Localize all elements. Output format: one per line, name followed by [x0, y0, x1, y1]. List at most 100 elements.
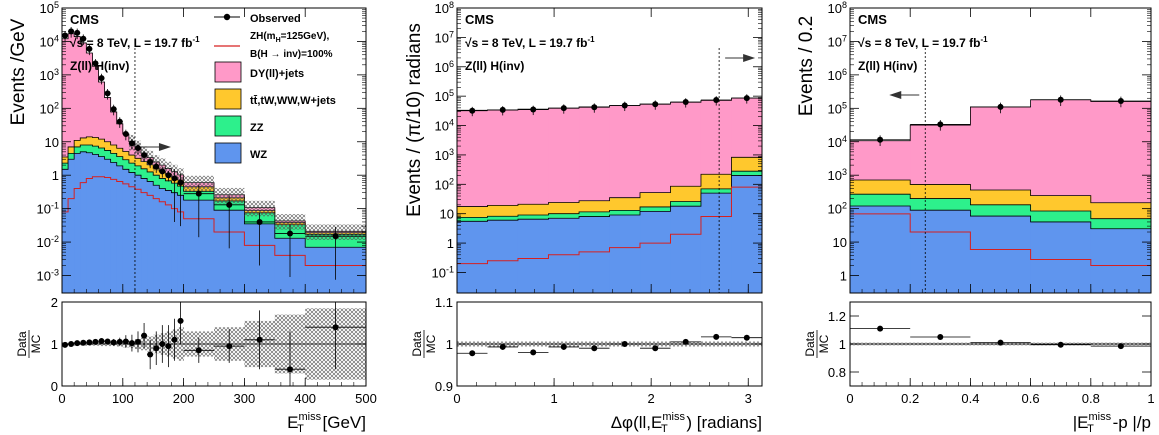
- x-tick-label: 3: [745, 391, 752, 406]
- ratio-y-title-num: Data: [15, 331, 29, 357]
- plot-area: [850, 48, 1151, 293]
- y-axis: 1 10 102 103 104 105 106 107 108: [828, 0, 1151, 284]
- energy-label: √s = 8 TeV, L = 19.7 fb-1: [465, 35, 595, 50]
- stack-bar-wz: [74, 153, 81, 293]
- y-tick-label: 10-1: [432, 264, 454, 280]
- observed-point: [682, 99, 689, 106]
- observed-point: [135, 145, 141, 152]
- cut-arrowhead: [743, 54, 756, 62]
- cms-label: CMS: [70, 12, 99, 27]
- stack-bar-wz: [700, 193, 732, 293]
- ratio-point: [621, 341, 628, 347]
- y-tick-label: 102: [40, 100, 59, 116]
- legend-observed-label: Observed: [250, 13, 301, 25]
- stack-bar-wz: [134, 175, 142, 293]
- x-tick-label: 0: [846, 391, 853, 406]
- y-tick-label: 10-3: [37, 268, 59, 284]
- observed-point: [332, 233, 339, 240]
- observed-point: [195, 190, 202, 197]
- ratio-plot-area: [457, 333, 762, 357]
- y-tick-label: 104: [828, 134, 847, 150]
- observed-point: [80, 35, 87, 42]
- y-tick-label: 1: [840, 269, 847, 284]
- ratio-plot-area: [62, 302, 366, 386]
- y-tick-label: 10: [440, 207, 454, 222]
- stack-bar-wz: [68, 159, 75, 293]
- x-axis-title: Δφ(ll,Emiss T ) [radians]: [611, 411, 762, 435]
- signal-line: [62, 176, 366, 266]
- observed-point: [86, 45, 93, 52]
- observed-point: [713, 96, 720, 103]
- stack-bar-wz: [171, 192, 179, 293]
- legend-signal-label: ZH(mH=125GeV),: [250, 31, 329, 44]
- observed-point: [128, 140, 135, 147]
- mc-uncertainty-band: [244, 200, 275, 217]
- ratio-plot-area: [850, 325, 1151, 350]
- y-tick-label: 105: [40, 0, 59, 16]
- ratio-point: [165, 343, 172, 350]
- x-tick-label: 100: [112, 391, 134, 406]
- stack-outline: [457, 175, 762, 222]
- y-tick-label: 1: [447, 236, 454, 251]
- channel-label: Z(ll) H(inv): [70, 59, 129, 73]
- observed-point: [1117, 98, 1124, 105]
- legend-swatch-dy: [214, 61, 242, 83]
- observed-point: [62, 32, 69, 39]
- stack-outline: [850, 193, 1151, 220]
- ratio-panel: 0.9 1 1.1 Data MC 0 1 2 3: [410, 8, 763, 406]
- observed-point: [122, 131, 129, 138]
- ratio-point: [682, 338, 689, 345]
- ratio-y-title-num: Data: [410, 331, 424, 357]
- observed-point: [74, 29, 81, 36]
- x-tick-label: 1: [1147, 391, 1154, 406]
- stack-bar-wz: [850, 205, 911, 293]
- ratio-point: [104, 338, 111, 345]
- ratio-point: [74, 340, 81, 347]
- ratio-panel: 0 1 2 Data MC 0 100 200 300 400 500: [15, 8, 377, 406]
- ratio-point: [997, 339, 1004, 346]
- main-frame: [61, 7, 367, 294]
- observed-point: [560, 105, 567, 112]
- observed-point: [469, 107, 476, 114]
- ratio-point: [153, 345, 160, 352]
- plot-area: [62, 27, 366, 293]
- energy-label: √s = 8 TeV, L = 19.7 fb-1: [858, 35, 988, 50]
- legend: Observed ZH(mH=125GeV), B(H → inv)=100% DY(…: [214, 13, 336, 164]
- ratio-y-tick-label: 1.1: [435, 295, 453, 310]
- y-tick-label: 10-1: [37, 201, 59, 217]
- stack-bar-wz: [80, 151, 87, 293]
- y-axis: 10-1 1 10 102 103 104 105 106 107 108: [432, 0, 762, 280]
- cms-label: CMS: [465, 12, 494, 27]
- ratio-point: [1117, 343, 1124, 350]
- y-tick-label: 108: [828, 0, 847, 16]
- y-tick-label: 104: [40, 33, 59, 49]
- ratio-point: [116, 338, 123, 345]
- stack-outline: [457, 170, 762, 218]
- ratio-point: [226, 343, 233, 350]
- stack-bar-wz: [670, 206, 702, 293]
- channel-label: Z(ll) H(inv): [465, 59, 524, 73]
- stack-bar-wz: [579, 216, 611, 293]
- ratio-y-title-den: MC: [424, 334, 438, 353]
- stack-outline: [850, 179, 1151, 204]
- ratio-point: [141, 332, 148, 339]
- ratio-point: [499, 343, 506, 350]
- ratio-point: [86, 339, 93, 346]
- stack-bar-wz: [177, 195, 185, 293]
- x-axis: 0 100 200 300 400 500: [58, 8, 377, 406]
- legend-swatch-zz: [214, 115, 242, 137]
- mc-uncertainty-band: [159, 158, 166, 174]
- ratio-y-tick-label: 1: [446, 337, 453, 352]
- cms-label: CMS: [858, 12, 887, 27]
- ratio-point: [171, 336, 178, 343]
- x-tick-label: 400: [294, 391, 316, 406]
- legend-signal-label-2: B(H → inv)=100%: [250, 49, 333, 60]
- observed-point: [177, 179, 184, 186]
- stack-outline: [850, 205, 1151, 230]
- y-axis: 10-3 10-2 10-1 1 10 102 103 104 105: [37, 0, 366, 284]
- ratio-point: [332, 324, 339, 331]
- y-tick-label: 103: [40, 67, 59, 83]
- y-axis-title: Events / 0.2: [796, 16, 817, 116]
